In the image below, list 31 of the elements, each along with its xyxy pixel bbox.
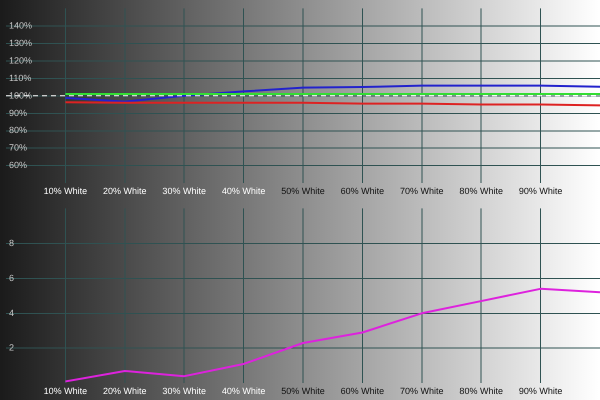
x-tick-label: 20% White	[103, 186, 147, 196]
x-tick-label: 50% White	[281, 386, 325, 396]
x-tick-label: 60% White	[340, 386, 384, 396]
x-tick-label: 10% White	[44, 186, 88, 196]
x-tick-label: 30% White	[162, 386, 206, 396]
y-tick-label: 2	[9, 342, 14, 353]
y-tick-label: 4	[9, 308, 14, 318]
x-tick-label: 30% White	[162, 186, 206, 196]
y-tick-label: 110%	[9, 72, 32, 83]
x-tick-label: 20% White	[103, 386, 147, 396]
y-tick-label: 100%	[9, 90, 32, 100]
x-tick-label: 80% White	[459, 386, 503, 396]
y-tick-label: 60%	[9, 160, 28, 170]
x-tick-label: 80% White	[459, 186, 503, 196]
y-tick-label: 90%	[9, 108, 28, 118]
y-tick-label: 70%	[9, 142, 28, 153]
x-tick-label: 10% White	[44, 386, 88, 396]
x-tick-label: 70% White	[400, 186, 444, 196]
x-tick-label: 60% White	[340, 186, 384, 196]
x-tick-label: 90% White	[518, 386, 562, 396]
x-tick-label: 40% White	[222, 186, 266, 196]
x-tick-label: 40% White	[222, 386, 266, 396]
y-tick-label: 80%	[9, 125, 28, 136]
y-tick-label: 6	[9, 272, 14, 283]
x-tick-label: 90% White	[518, 186, 562, 196]
y-tick-label: 120%	[9, 55, 32, 66]
y-tick-label: 8	[9, 238, 14, 248]
x-tick-label: 70% White	[400, 386, 444, 396]
y-tick-label: 140%	[9, 20, 32, 30]
y-tick-label: 130%	[9, 38, 32, 48]
x-tick-label: 50% White	[281, 186, 325, 196]
